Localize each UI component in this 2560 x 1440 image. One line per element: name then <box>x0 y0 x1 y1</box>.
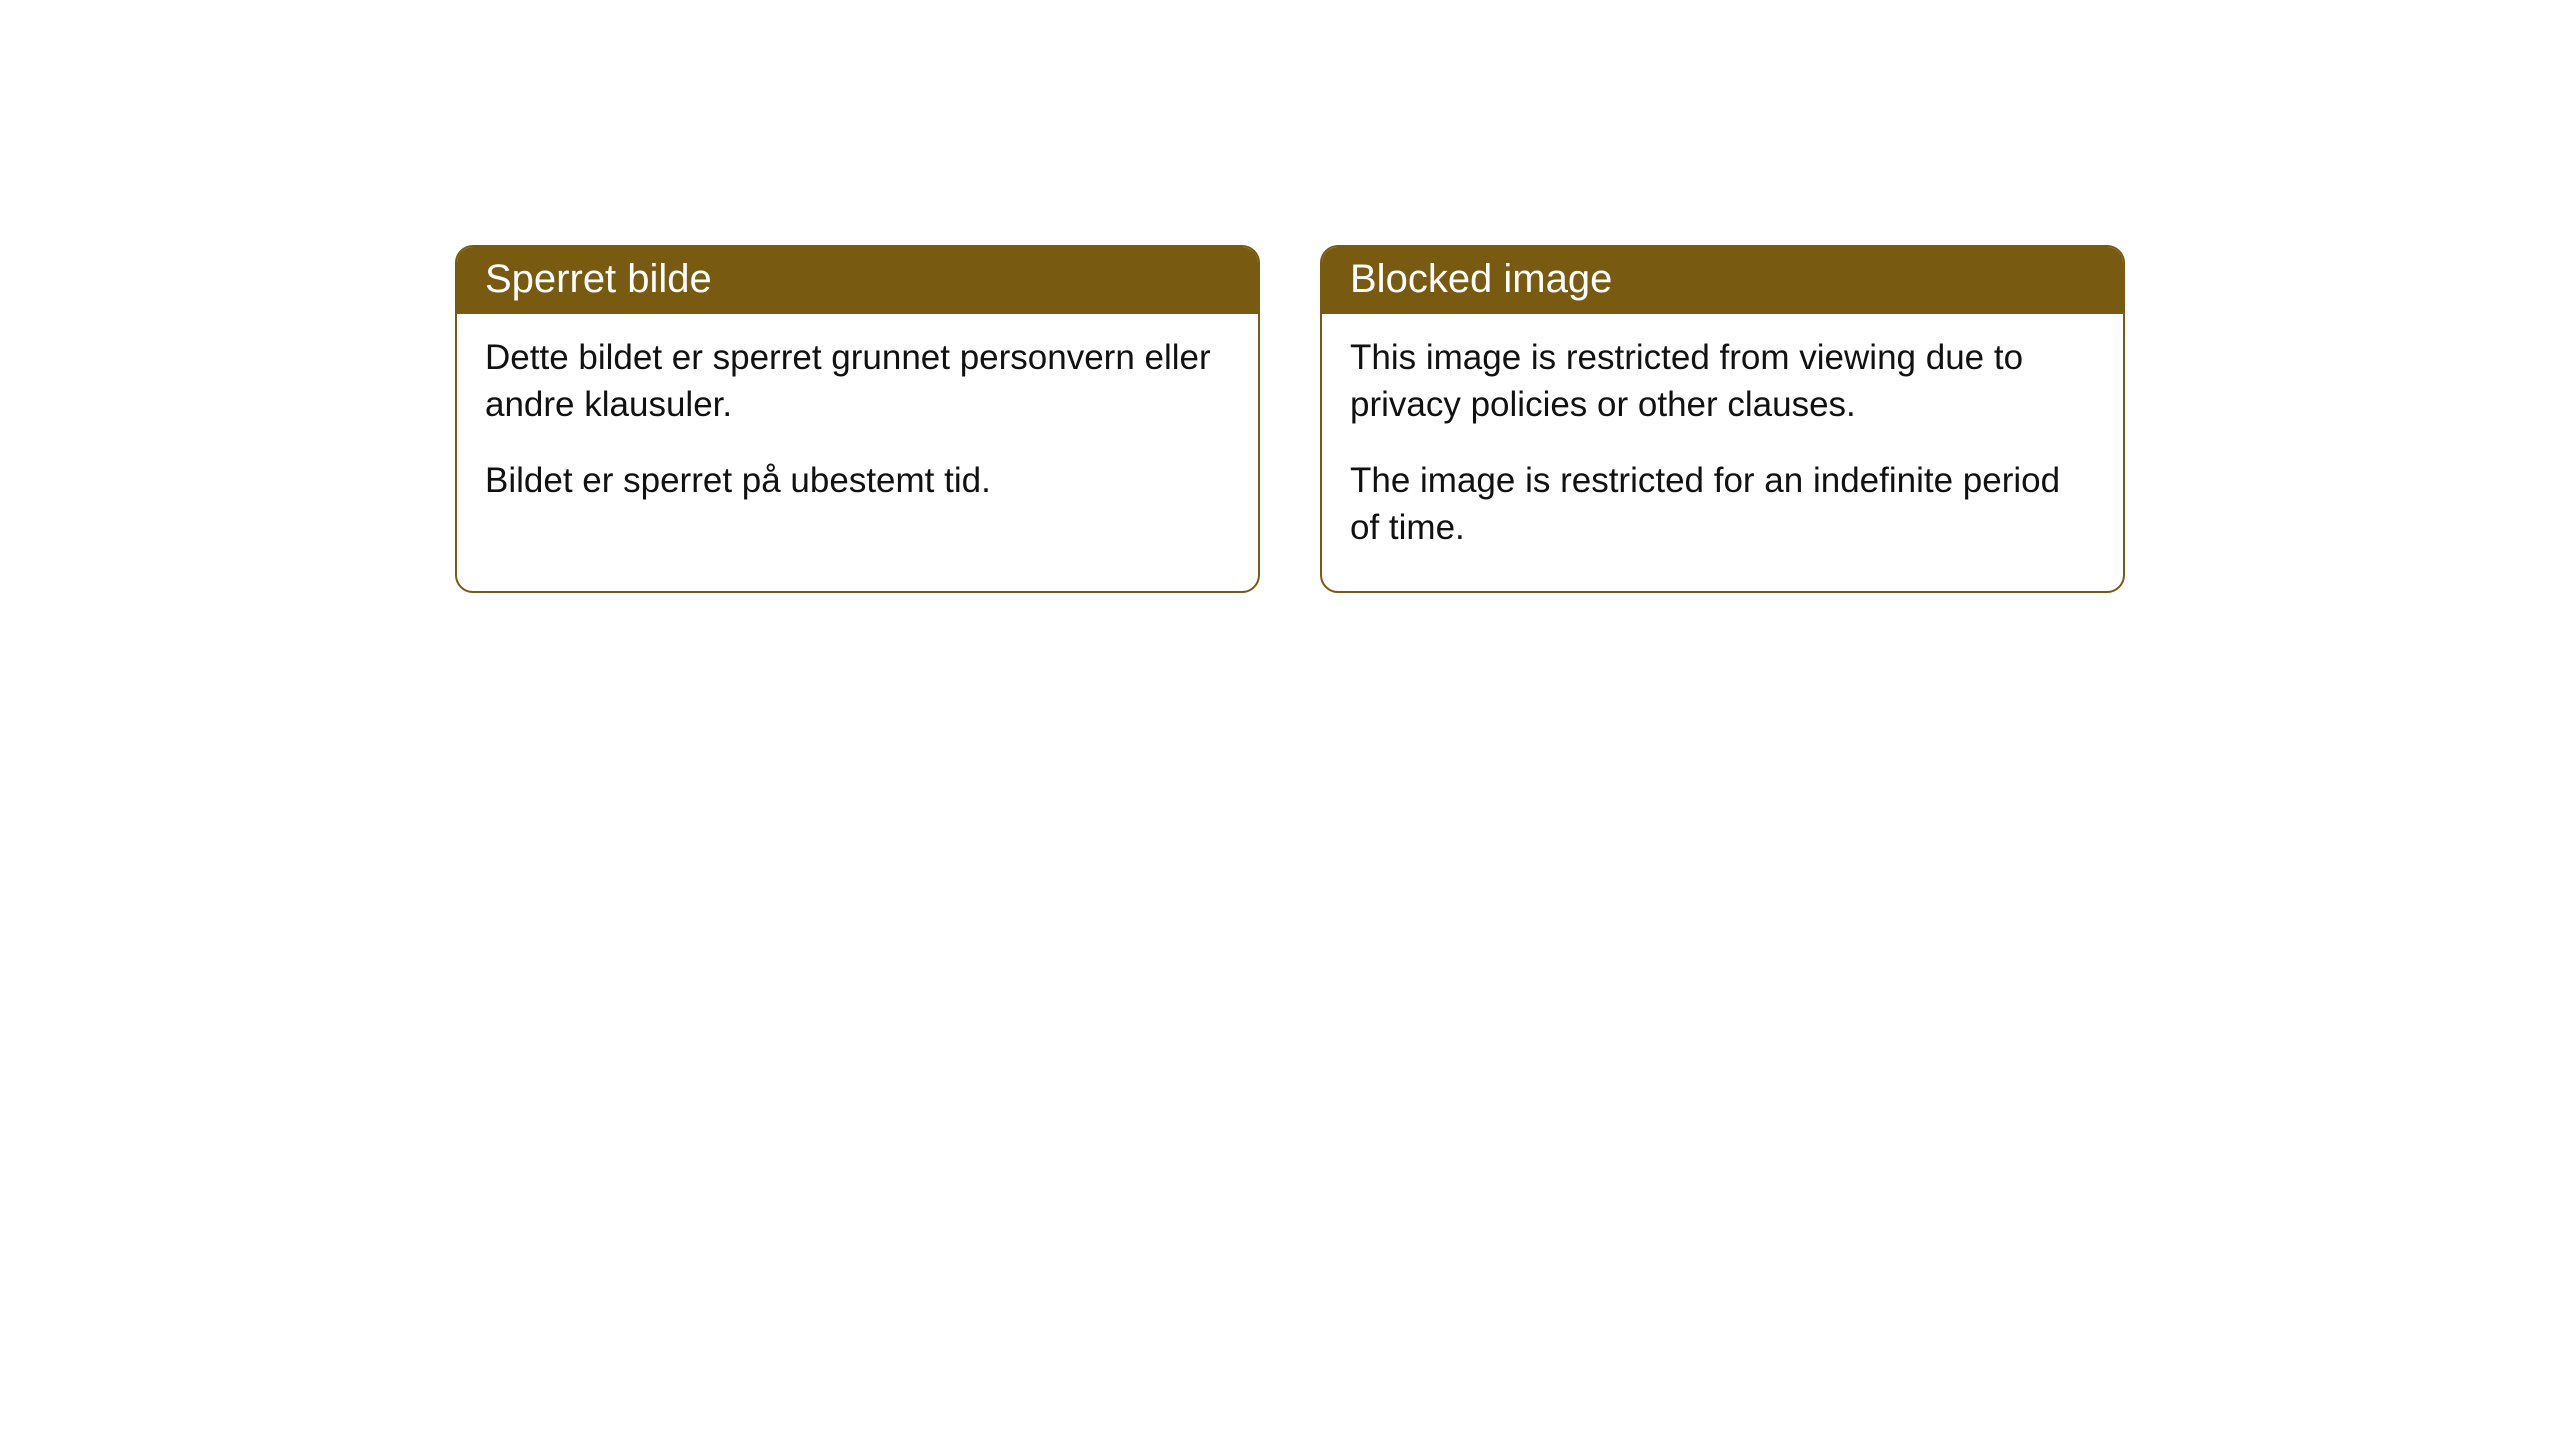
card-title: Blocked image <box>1350 257 1612 301</box>
card-body: This image is restricted from viewing du… <box>1322 314 2123 591</box>
blocked-image-card-norwegian: Sperret bilde Dette bildet er sperret gr… <box>455 245 1260 593</box>
card-paragraph: The image is restricted for an indefinit… <box>1350 457 2095 552</box>
card-header: Sperret bilde <box>457 247 1258 314</box>
card-paragraph: Dette bildet er sperret grunnet personve… <box>485 334 1230 429</box>
notice-cards-container: Sperret bilde Dette bildet er sperret gr… <box>455 245 2125 593</box>
card-body: Dette bildet er sperret grunnet personve… <box>457 314 1258 544</box>
blocked-image-card-english: Blocked image This image is restricted f… <box>1320 245 2125 593</box>
card-paragraph: Bildet er sperret på ubestemt tid. <box>485 457 1230 504</box>
card-header: Blocked image <box>1322 247 2123 314</box>
card-title: Sperret bilde <box>485 257 712 301</box>
card-paragraph: This image is restricted from viewing du… <box>1350 334 2095 429</box>
